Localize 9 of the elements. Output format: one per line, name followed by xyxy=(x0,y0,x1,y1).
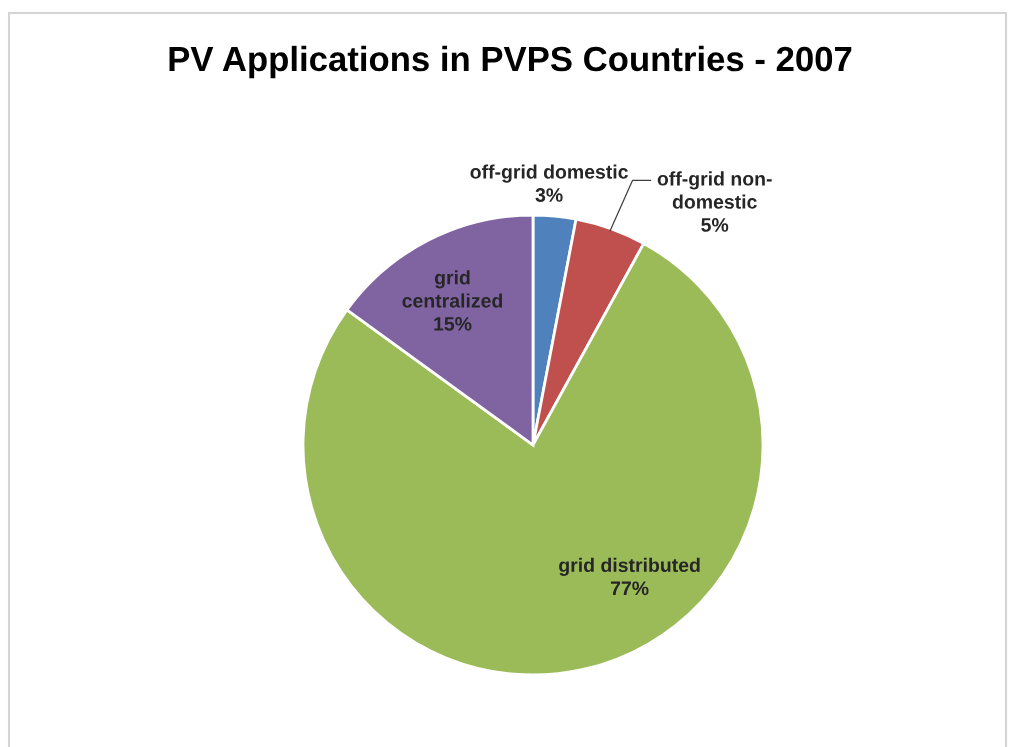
data-label: 3% xyxy=(535,188,563,202)
slice-label: off-grid domestic xyxy=(470,164,628,183)
slice-label: grid distributed xyxy=(559,557,700,576)
slice-label: grid centralized xyxy=(402,270,503,308)
data-label: 15% xyxy=(434,317,472,331)
data-label: 5% xyxy=(701,218,729,232)
slice-label: off-grid non- domestic xyxy=(657,171,772,209)
data-label: 77% xyxy=(610,581,649,596)
chart-title: PV Applications in PVPS Countries - 2007 xyxy=(169,45,852,79)
